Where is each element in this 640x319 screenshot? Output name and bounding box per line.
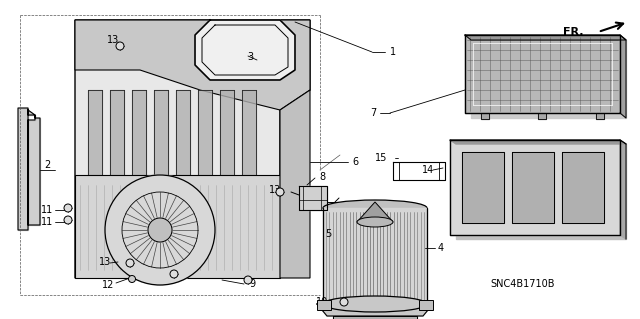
- Circle shape: [116, 42, 124, 50]
- Text: 13: 13: [269, 185, 281, 195]
- Polygon shape: [538, 113, 546, 119]
- Ellipse shape: [323, 200, 427, 216]
- Polygon shape: [198, 90, 212, 175]
- Polygon shape: [88, 90, 102, 175]
- Polygon shape: [456, 144, 626, 239]
- Text: 12: 12: [102, 280, 114, 290]
- Polygon shape: [299, 186, 327, 210]
- Polygon shape: [280, 90, 310, 278]
- Bar: [317, 300, 331, 310]
- Polygon shape: [450, 140, 626, 144]
- Text: 2: 2: [44, 160, 50, 170]
- Text: 6: 6: [352, 157, 358, 167]
- Polygon shape: [323, 208, 427, 304]
- Polygon shape: [562, 152, 604, 223]
- Bar: [419, 300, 433, 310]
- Circle shape: [148, 218, 172, 242]
- Polygon shape: [242, 90, 256, 175]
- Polygon shape: [465, 35, 626, 40]
- Text: 8: 8: [319, 172, 325, 182]
- Polygon shape: [620, 35, 626, 118]
- Polygon shape: [333, 316, 417, 319]
- Polygon shape: [512, 152, 554, 223]
- Text: FR.: FR.: [563, 27, 584, 37]
- Text: 10: 10: [316, 297, 328, 307]
- Polygon shape: [471, 40, 626, 118]
- Text: 1: 1: [390, 47, 396, 57]
- Circle shape: [276, 188, 284, 196]
- Text: 11: 11: [41, 205, 53, 215]
- Ellipse shape: [357, 217, 393, 227]
- Polygon shape: [132, 90, 146, 175]
- Polygon shape: [462, 152, 504, 223]
- Circle shape: [64, 204, 72, 212]
- Polygon shape: [220, 90, 234, 175]
- Ellipse shape: [323, 296, 427, 312]
- Polygon shape: [110, 90, 124, 175]
- Polygon shape: [75, 20, 310, 278]
- Polygon shape: [620, 140, 626, 239]
- Polygon shape: [481, 113, 489, 119]
- Polygon shape: [195, 20, 295, 80]
- Text: 11: 11: [41, 217, 53, 227]
- Polygon shape: [465, 35, 620, 113]
- Circle shape: [340, 298, 348, 306]
- Text: 4: 4: [438, 243, 444, 253]
- Text: 5: 5: [325, 229, 331, 239]
- Polygon shape: [18, 108, 40, 230]
- Polygon shape: [450, 140, 620, 235]
- Polygon shape: [317, 304, 433, 316]
- Circle shape: [126, 259, 134, 267]
- Polygon shape: [75, 20, 310, 110]
- Text: 14: 14: [422, 165, 434, 175]
- Text: 9: 9: [249, 279, 255, 289]
- Circle shape: [105, 175, 215, 285]
- Text: 3: 3: [247, 52, 253, 62]
- Circle shape: [64, 216, 72, 224]
- Polygon shape: [176, 90, 190, 175]
- Text: 13: 13: [107, 35, 119, 45]
- Text: 15: 15: [375, 153, 387, 163]
- Text: 7: 7: [370, 108, 376, 118]
- Text: 13: 13: [99, 257, 111, 267]
- Polygon shape: [596, 113, 604, 119]
- Polygon shape: [357, 202, 393, 222]
- Circle shape: [244, 276, 252, 284]
- Circle shape: [170, 270, 178, 278]
- Circle shape: [129, 276, 136, 283]
- Polygon shape: [154, 90, 168, 175]
- Polygon shape: [75, 175, 280, 278]
- Text: SNC4B1710B: SNC4B1710B: [490, 279, 554, 289]
